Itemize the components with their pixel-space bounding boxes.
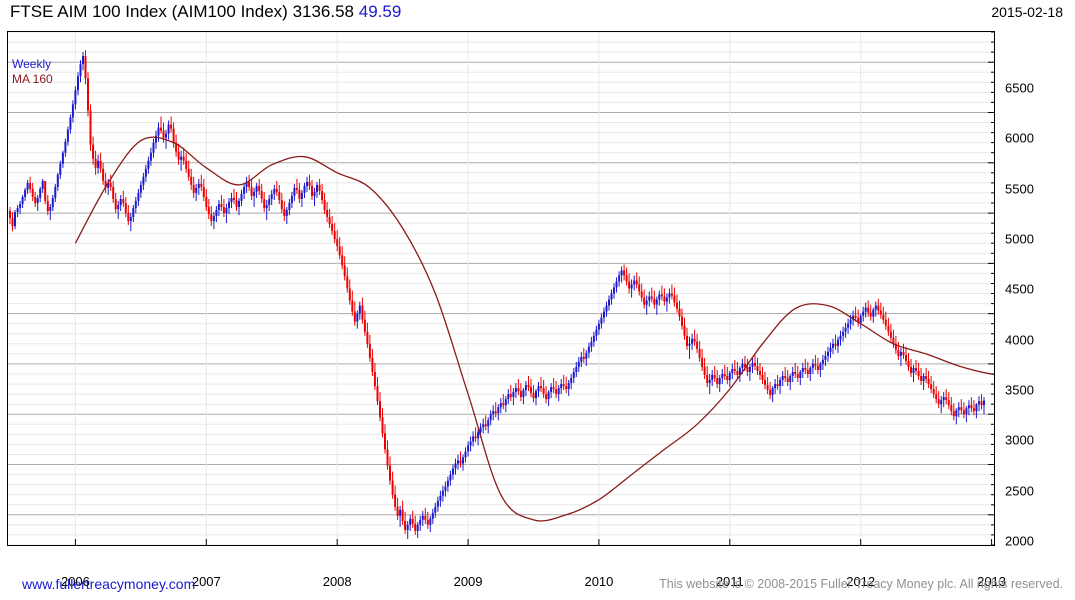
price-chart-svg <box>8 32 994 545</box>
x-axis-tick-label: 2008 <box>322 574 352 589</box>
x-axis-tick-label: 2011 <box>715 574 744 589</box>
y-axis-tick-label: 4500 <box>1005 281 1034 297</box>
y-axis-tick-label: 5500 <box>1005 181 1034 197</box>
header-date: 2015-02-18 <box>991 4 1063 20</box>
chart-header: FTSE AIM 100 Index (AIM100 Index) 3136.5… <box>0 0 1075 26</box>
y-axis-labels: 2000 2500 3000 3500 4000 4500 5000 5500 6000 6500 <box>999 52 1075 577</box>
x-axis-tick-label: 2009 <box>453 574 483 589</box>
x-axis-tick-label: 2006 <box>60 574 90 589</box>
y-axis-tick-label: 2500 <box>1005 483 1034 499</box>
ma160-line <box>74 136 994 522</box>
instrument-name: FTSE AIM 100 Index <box>10 2 167 21</box>
x-axis-tick-label: 2013 <box>977 574 1007 589</box>
y-axis-ticks <box>988 32 994 545</box>
y-axis-tick-label: 3000 <box>1005 432 1034 448</box>
instrument-code: (AIM100 Index) <box>171 2 288 21</box>
site-url[interactable]: www.fullertreacymoney.com <box>22 576 196 592</box>
y-axis-tick-label: 5000 <box>1005 231 1034 247</box>
candlestick-series <box>9 50 985 539</box>
grid-vertical-years <box>74 32 862 545</box>
page-title: FTSE AIM 100 Index (AIM100 Index) 3136.5… <box>10 2 401 22</box>
copyright-notice: This website is © 2008-2015 Fuller Treac… <box>659 577 1063 591</box>
y-axis-tick-label: 3500 <box>1005 382 1034 398</box>
x-axis-tick-label: 2010 <box>584 574 614 589</box>
y-axis-tick-label: 6500 <box>1005 80 1034 96</box>
price-change: 49.59 <box>358 2 402 21</box>
chart-footer: www.fullertreacymoney.com This website i… <box>0 576 1075 600</box>
grid-major-horizontal <box>8 61 994 516</box>
x-axis-labels: 2006200720082009201020112012201320142015 <box>0 574 1006 596</box>
y-axis-tick-label: 2000 <box>1005 533 1034 549</box>
plot-canvas[interactable] <box>7 31 995 546</box>
x-axis-tick-label: 2012 <box>846 574 876 589</box>
y-axis-tick-label: 6000 <box>1005 130 1034 146</box>
y-axis-tick-label: 4000 <box>1005 332 1034 348</box>
x-axis-tick-label: 2007 <box>191 574 221 589</box>
last-price: 3136.58 <box>292 2 355 21</box>
chart-area: Weekly MA 160 2000 2500 3000 3500 4000 4500 50… <box>0 26 1075 589</box>
grid-minor-horizontal <box>8 32 994 545</box>
